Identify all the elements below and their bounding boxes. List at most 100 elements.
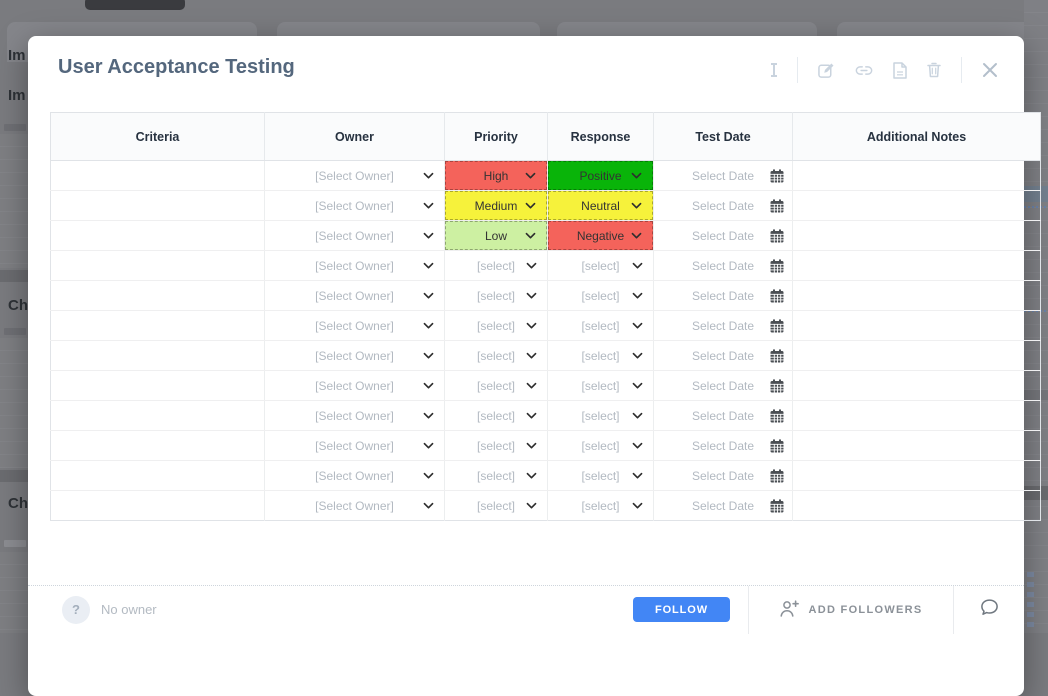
notes-cell[interactable] <box>792 310 1041 341</box>
response-cell: [select] <box>547 340 654 371</box>
criteria-cell[interactable] <box>50 160 265 191</box>
date-picker[interactable]: Select Date <box>654 491 792 520</box>
table-body: [Select Owner] High Positive Select Date [Se… <box>50 160 1041 521</box>
owner-select[interactable]: [Select Owner] <box>265 311 444 340</box>
date-picker[interactable]: Select Date <box>654 341 792 370</box>
pdf-export-icon[interactable] <box>893 61 907 79</box>
priority-cell: [select] <box>444 460 548 491</box>
date-picker[interactable]: Select Date <box>654 431 792 460</box>
criteria-cell[interactable] <box>50 340 265 371</box>
owner-select[interactable]: [Select Owner] <box>265 461 444 490</box>
date-picker[interactable]: Select Date <box>654 281 792 310</box>
criteria-cell[interactable] <box>50 280 265 311</box>
toolbar-divider <box>797 57 798 83</box>
priority-select[interactable]: [select] <box>445 341 547 370</box>
follow-button[interactable]: FOLLOW <box>633 597 730 622</box>
notes-cell[interactable] <box>792 340 1041 371</box>
criteria-cell[interactable] <box>50 430 265 461</box>
link-icon[interactable] <box>855 65 873 76</box>
priority-select[interactable]: High <box>445 161 547 190</box>
notes-cell[interactable] <box>793 491 1041 521</box>
priority-select[interactable]: [select] <box>445 311 547 340</box>
delete-icon[interactable] <box>927 62 941 78</box>
response-select[interactable]: [select] <box>548 251 653 280</box>
background-divider <box>0 470 28 482</box>
owner-select[interactable]: [Select Owner] <box>265 491 444 520</box>
response-select[interactable]: [select] <box>548 311 653 340</box>
background-section-label: Ch <box>8 495 28 512</box>
modal-toolbar <box>769 56 998 84</box>
criteria-cell[interactable] <box>50 400 265 431</box>
notes-cell[interactable] <box>792 220 1041 251</box>
notes-cell[interactable] <box>792 280 1041 311</box>
response-select[interactable]: [select] <box>548 431 653 460</box>
priority-select[interactable]: [select] <box>445 401 547 430</box>
text-style-icon[interactable] <box>769 63 777 77</box>
notes-cell[interactable] <box>792 400 1041 431</box>
response-select[interactable]: [select] <box>548 491 653 520</box>
notes-cell[interactable] <box>792 250 1041 281</box>
background-section-label: Im <box>8 47 26 64</box>
date-picker[interactable]: Select Date <box>654 191 792 220</box>
priority-select[interactable]: [select] <box>445 461 547 490</box>
criteria-cell[interactable] <box>50 220 265 251</box>
response-select[interactable]: [select] <box>548 371 653 400</box>
background-cell <box>1027 592 1034 597</box>
notes-cell[interactable] <box>792 370 1041 401</box>
priority-select[interactable]: Low <box>445 221 547 250</box>
comments-button[interactable] <box>954 598 1024 622</box>
criteria-cell[interactable] <box>50 310 265 341</box>
date-picker[interactable]: Select Date <box>654 401 792 430</box>
notes-cell[interactable] <box>792 190 1041 221</box>
owner-select[interactable]: [Select Owner] <box>265 371 444 400</box>
close-icon[interactable] <box>982 62 998 78</box>
priority-select[interactable]: Medium <box>445 191 547 220</box>
column-header-response: Response <box>547 112 654 161</box>
notes-cell[interactable] <box>792 460 1041 491</box>
owner-avatar: ? <box>62 595 90 624</box>
date-picker[interactable]: Select Date <box>654 461 792 490</box>
date-picker[interactable]: Select Date <box>654 371 792 400</box>
test-date-cell: Select Date <box>653 280 793 311</box>
priority-select[interactable]: [select] <box>445 431 547 460</box>
notes-cell[interactable] <box>792 430 1041 461</box>
owner-select[interactable]: [Select Owner] <box>265 431 444 460</box>
owner-select[interactable]: [Select Owner] <box>265 191 444 220</box>
add-followers-button[interactable]: ADD FOLLOWERS <box>749 599 953 620</box>
priority-select[interactable]: [select] <box>445 281 547 310</box>
priority-select[interactable]: [select] <box>445 491 547 520</box>
test-date-cell: Select Date <box>653 220 793 251</box>
owner-select[interactable]: [Select Owner] <box>265 401 444 430</box>
response-select[interactable]: [select] <box>548 461 653 490</box>
criteria-cell[interactable] <box>50 190 265 221</box>
response-select[interactable]: Positive <box>548 161 653 190</box>
owner-select[interactable]: [Select Owner] <box>265 341 444 370</box>
criteria-cell[interactable] <box>50 460 265 491</box>
response-select[interactable]: Negative <box>548 221 653 250</box>
date-picker[interactable]: Select Date <box>654 251 792 280</box>
chat-bubble-icon <box>979 598 1000 622</box>
response-select[interactable]: [select] <box>548 281 653 310</box>
criteria-cell[interactable] <box>50 490 265 521</box>
response-select[interactable]: [select] <box>548 401 653 430</box>
criteria-cell[interactable] <box>50 370 265 401</box>
date-picker[interactable]: Select Date <box>654 161 792 190</box>
date-picker[interactable]: Select Date <box>654 221 792 250</box>
owner-select[interactable]: [Select Owner] <box>265 161 444 190</box>
background-cell <box>1027 572 1034 577</box>
priority-cell: High <box>444 160 548 191</box>
criteria-cell[interactable] <box>50 250 265 281</box>
priority-select[interactable]: [select] <box>445 371 547 400</box>
table-row: [Select Owner] [select] [select] Select Dat… <box>50 310 1041 341</box>
owner-select[interactable]: [Select Owner] <box>265 281 444 310</box>
owner-select[interactable]: [Select Owner] <box>265 251 444 280</box>
date-picker[interactable]: Select Date <box>654 311 792 340</box>
response-select[interactable]: Neutral <box>548 191 653 220</box>
edit-icon[interactable] <box>818 62 835 79</box>
notes-cell[interactable] <box>792 160 1041 191</box>
owner-cell: [Select Owner] <box>264 460 445 491</box>
response-select[interactable]: [select] <box>548 341 653 370</box>
owner-select[interactable]: [Select Owner] <box>265 221 444 250</box>
priority-select[interactable]: [select] <box>445 251 547 280</box>
add-followers-label: ADD FOLLOWERS <box>808 603 923 616</box>
